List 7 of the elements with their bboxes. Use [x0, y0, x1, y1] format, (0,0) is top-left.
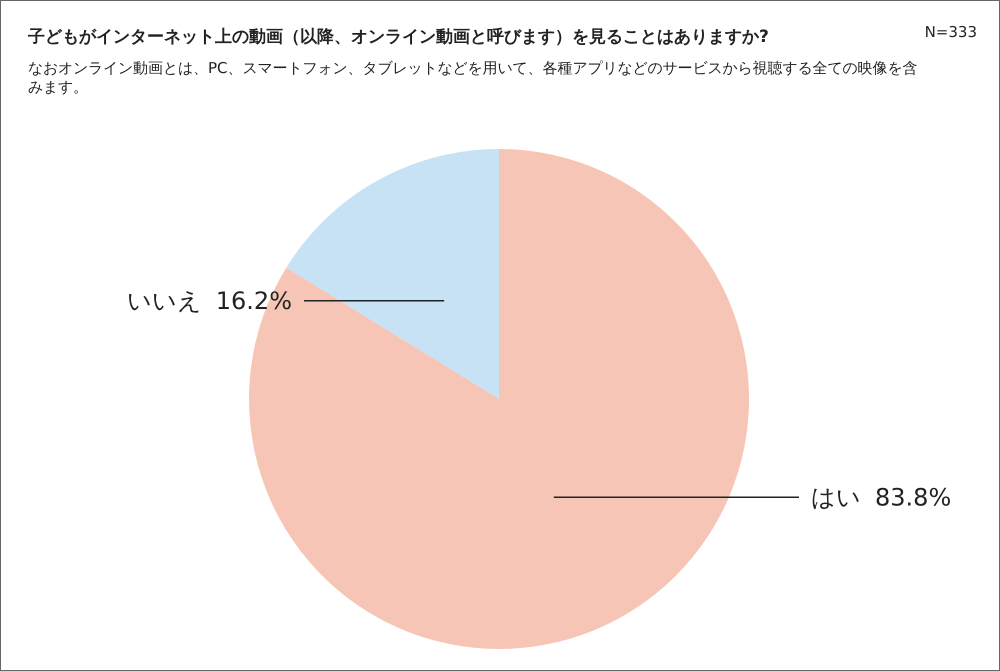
data-label: 16.2% [216, 287, 292, 316]
chart-title: 子どもがインターネット上の動画（以降、オンライン動画と呼びます）を見ることはありますか? [28, 26, 769, 48]
chart-subtitle: なおオンライン動画とは、PC、スマートフォン、タブレットなどを用いて、各種アプリなどのサービスから視聴する全ての映像を含みます。 [28, 59, 919, 97]
slice-label: いいえ [126, 287, 202, 316]
slice-label: はい [811, 484, 861, 512]
text: N=333 [924, 23, 977, 41]
data-label: 83.8% [875, 484, 952, 512]
